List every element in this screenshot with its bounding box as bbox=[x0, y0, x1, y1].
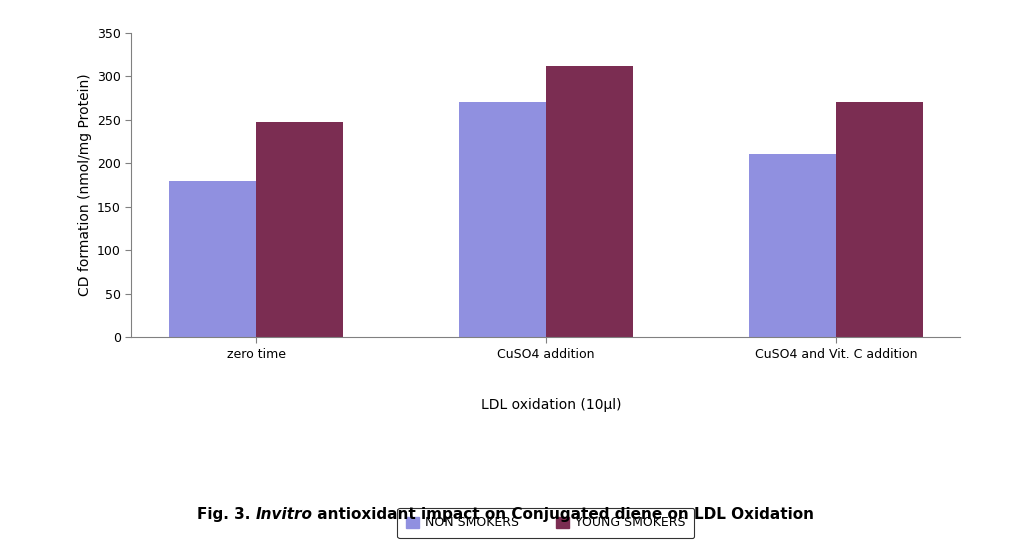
Bar bbox=[546, 66, 633, 337]
Text: LDL oxidation (10µl): LDL oxidation (10µl) bbox=[481, 398, 621, 412]
Text: Invitro: Invitro bbox=[256, 507, 312, 522]
Text: antioxidant impact on Conjugated diene on LDL Oxidation: antioxidant impact on Conjugated diene o… bbox=[312, 507, 814, 522]
Legend: NON SMOKERS, YOUNG SMOKERS: NON SMOKERS, YOUNG SMOKERS bbox=[397, 508, 695, 538]
Bar bbox=[836, 102, 923, 337]
Bar bbox=[749, 154, 836, 337]
Text: Fig. 3.: Fig. 3. bbox=[197, 507, 256, 522]
Bar bbox=[169, 181, 256, 337]
Bar bbox=[256, 122, 343, 337]
Bar bbox=[459, 102, 546, 337]
Y-axis label: CD formation (nmol/mg Protein): CD formation (nmol/mg Protein) bbox=[78, 73, 92, 296]
